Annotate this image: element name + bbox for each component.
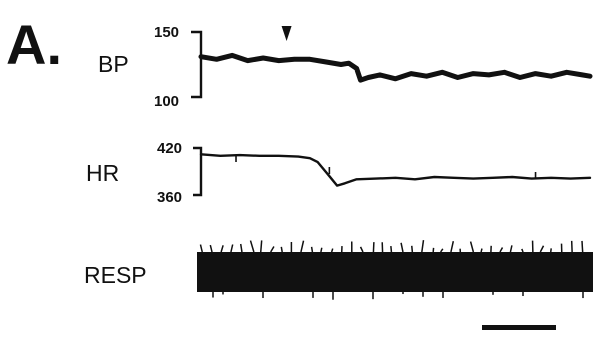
resp-spike-top <box>411 245 414 253</box>
resp-spike-top <box>499 247 504 253</box>
resp-spike-top <box>390 246 393 253</box>
resp-spike-top <box>199 244 203 253</box>
resp-spike-top <box>249 240 255 253</box>
resp-spike-top <box>300 240 305 253</box>
resp-spike-top <box>280 246 283 253</box>
hr-trace-artifacts <box>235 155 537 178</box>
bp-trace <box>198 52 593 83</box>
hr-channel-label: HR <box>86 160 119 186</box>
bp-axis <box>191 30 203 99</box>
resp-spike-top <box>421 239 425 253</box>
bp-tick-min: 100 <box>154 93 179 110</box>
resp-spike-top <box>521 248 524 253</box>
resp-trace <box>197 252 593 292</box>
resp-spike-top <box>209 244 213 253</box>
resp-spike-top <box>400 242 404 253</box>
resp-spike-top <box>230 244 234 253</box>
resp-spike-top <box>469 241 475 253</box>
time-scale-bar <box>482 325 556 330</box>
bp-channel-label: BP <box>98 51 129 77</box>
resp-spike-top <box>320 247 323 253</box>
resp-spike-top <box>239 243 243 253</box>
hr-tick-max: 420 <box>157 140 182 157</box>
resp-spike-top <box>439 248 444 253</box>
bp-tick-max: 150 <box>154 24 179 41</box>
resp-channel-label: RESP <box>84 262 147 288</box>
resp-spike-top <box>330 248 334 253</box>
resp-trace-spikes <box>199 239 584 300</box>
resp-spike-top <box>480 248 483 253</box>
resp-spike-top <box>310 246 314 253</box>
resp-spike-top <box>260 240 263 253</box>
resp-spike-top <box>270 246 275 253</box>
resp-spike-top <box>539 245 545 253</box>
resp-spike-top <box>359 246 364 253</box>
resp-spike-top <box>450 241 455 253</box>
panel-label: A. <box>6 13 62 76</box>
hr-axis <box>193 146 203 197</box>
hr-trace <box>199 153 592 187</box>
resp-spike-top <box>509 245 513 253</box>
resp-spike-top <box>220 245 224 253</box>
hr-tick-min: 360 <box>157 189 182 206</box>
injection-marker <box>281 26 292 41</box>
resp-spike-top <box>581 240 584 253</box>
